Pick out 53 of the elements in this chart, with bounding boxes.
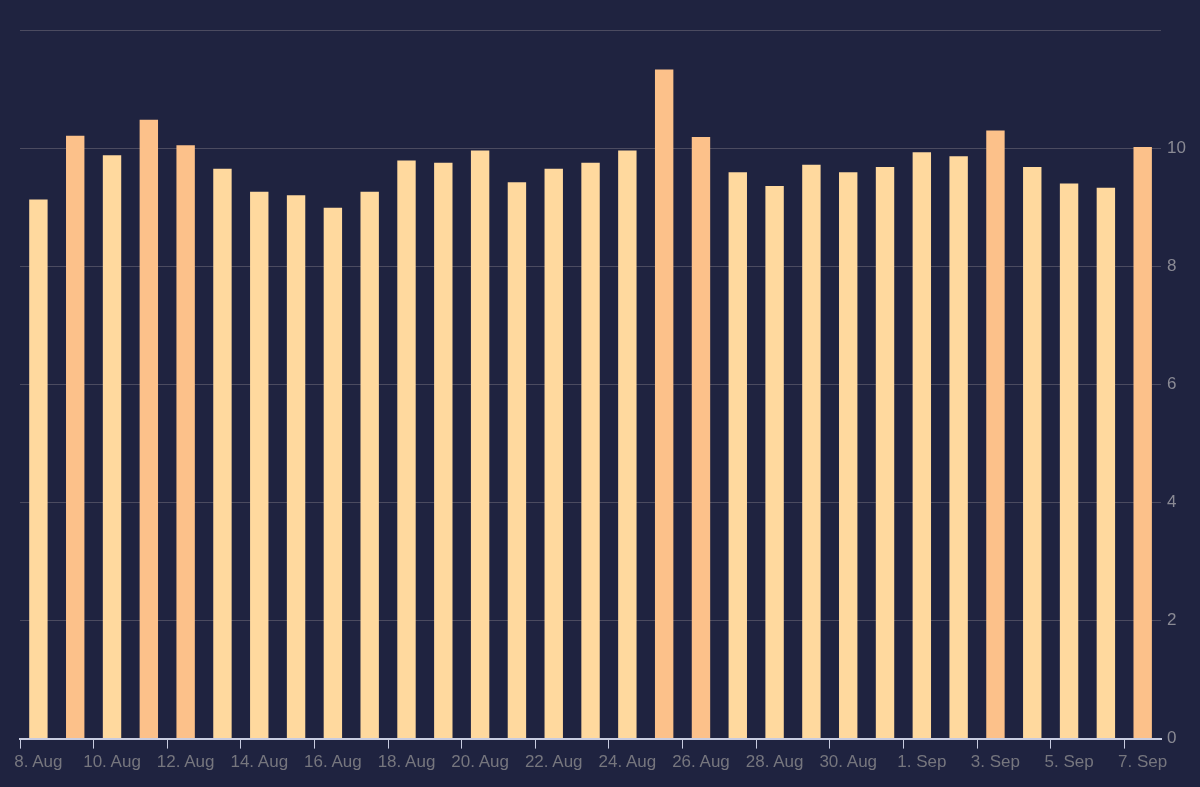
bar	[728, 172, 747, 739]
y-tick-label: 0	[1167, 728, 1177, 748]
x-tick-label: 18. Aug	[377, 752, 436, 772]
bar	[839, 172, 858, 739]
bar	[912, 152, 932, 739]
bar	[397, 160, 416, 739]
y-tick-label: 8	[1167, 255, 1177, 275]
bar	[250, 191, 269, 739]
bar	[1023, 167, 1042, 739]
bar	[434, 162, 453, 739]
x-tick-label: 1. Sep	[897, 752, 947, 772]
x-tick-label: 24. Aug	[598, 752, 657, 772]
x-tick-label: 8. Aug	[14, 752, 63, 772]
x-tick-label: 14. Aug	[230, 752, 289, 772]
y-tick-label: 10	[1167, 137, 1187, 157]
bar	[360, 191, 379, 739]
bar	[286, 195, 306, 739]
bar	[102, 155, 122, 739]
bar	[139, 119, 159, 739]
bar	[544, 168, 563, 739]
x-tick-label: 10. Aug	[83, 752, 141, 772]
y-tick-label: 2	[1167, 610, 1177, 630]
x-tick-label: 28. Aug	[745, 752, 804, 772]
x-tick-label: 3. Sep	[970, 752, 1021, 772]
bar	[66, 135, 85, 739]
x-tick-label: 26. Aug	[672, 752, 730, 772]
bar	[29, 199, 48, 739]
bar	[618, 150, 637, 739]
bar	[470, 150, 490, 739]
x-tick-label: 5. Sep	[1044, 752, 1094, 772]
x-tick-label: 20. Aug	[451, 752, 509, 772]
y-tick-label: 4	[1167, 492, 1177, 512]
x-tick-label: 12. Aug	[156, 752, 215, 772]
bar	[949, 156, 968, 739]
bar	[176, 145, 195, 739]
y-tick-label: 6	[1167, 373, 1177, 393]
x-tick-label: 7. Sep	[1118, 752, 1168, 772]
bar	[1059, 183, 1079, 739]
bar	[986, 130, 1005, 739]
bar	[1096, 187, 1116, 739]
bar	[213, 168, 232, 739]
bar	[802, 164, 821, 739]
bar	[1133, 146, 1152, 739]
bar	[507, 182, 527, 739]
bar	[765, 185, 784, 739]
x-tick-label: 16. Aug	[304, 752, 362, 772]
x-tick-label: 22. Aug	[524, 752, 583, 772]
x-tick-label: 30. Aug	[819, 752, 878, 772]
bar	[654, 69, 674, 739]
bar	[323, 207, 343, 739]
bar	[581, 162, 600, 739]
bar	[691, 136, 711, 739]
bar	[875, 167, 895, 739]
